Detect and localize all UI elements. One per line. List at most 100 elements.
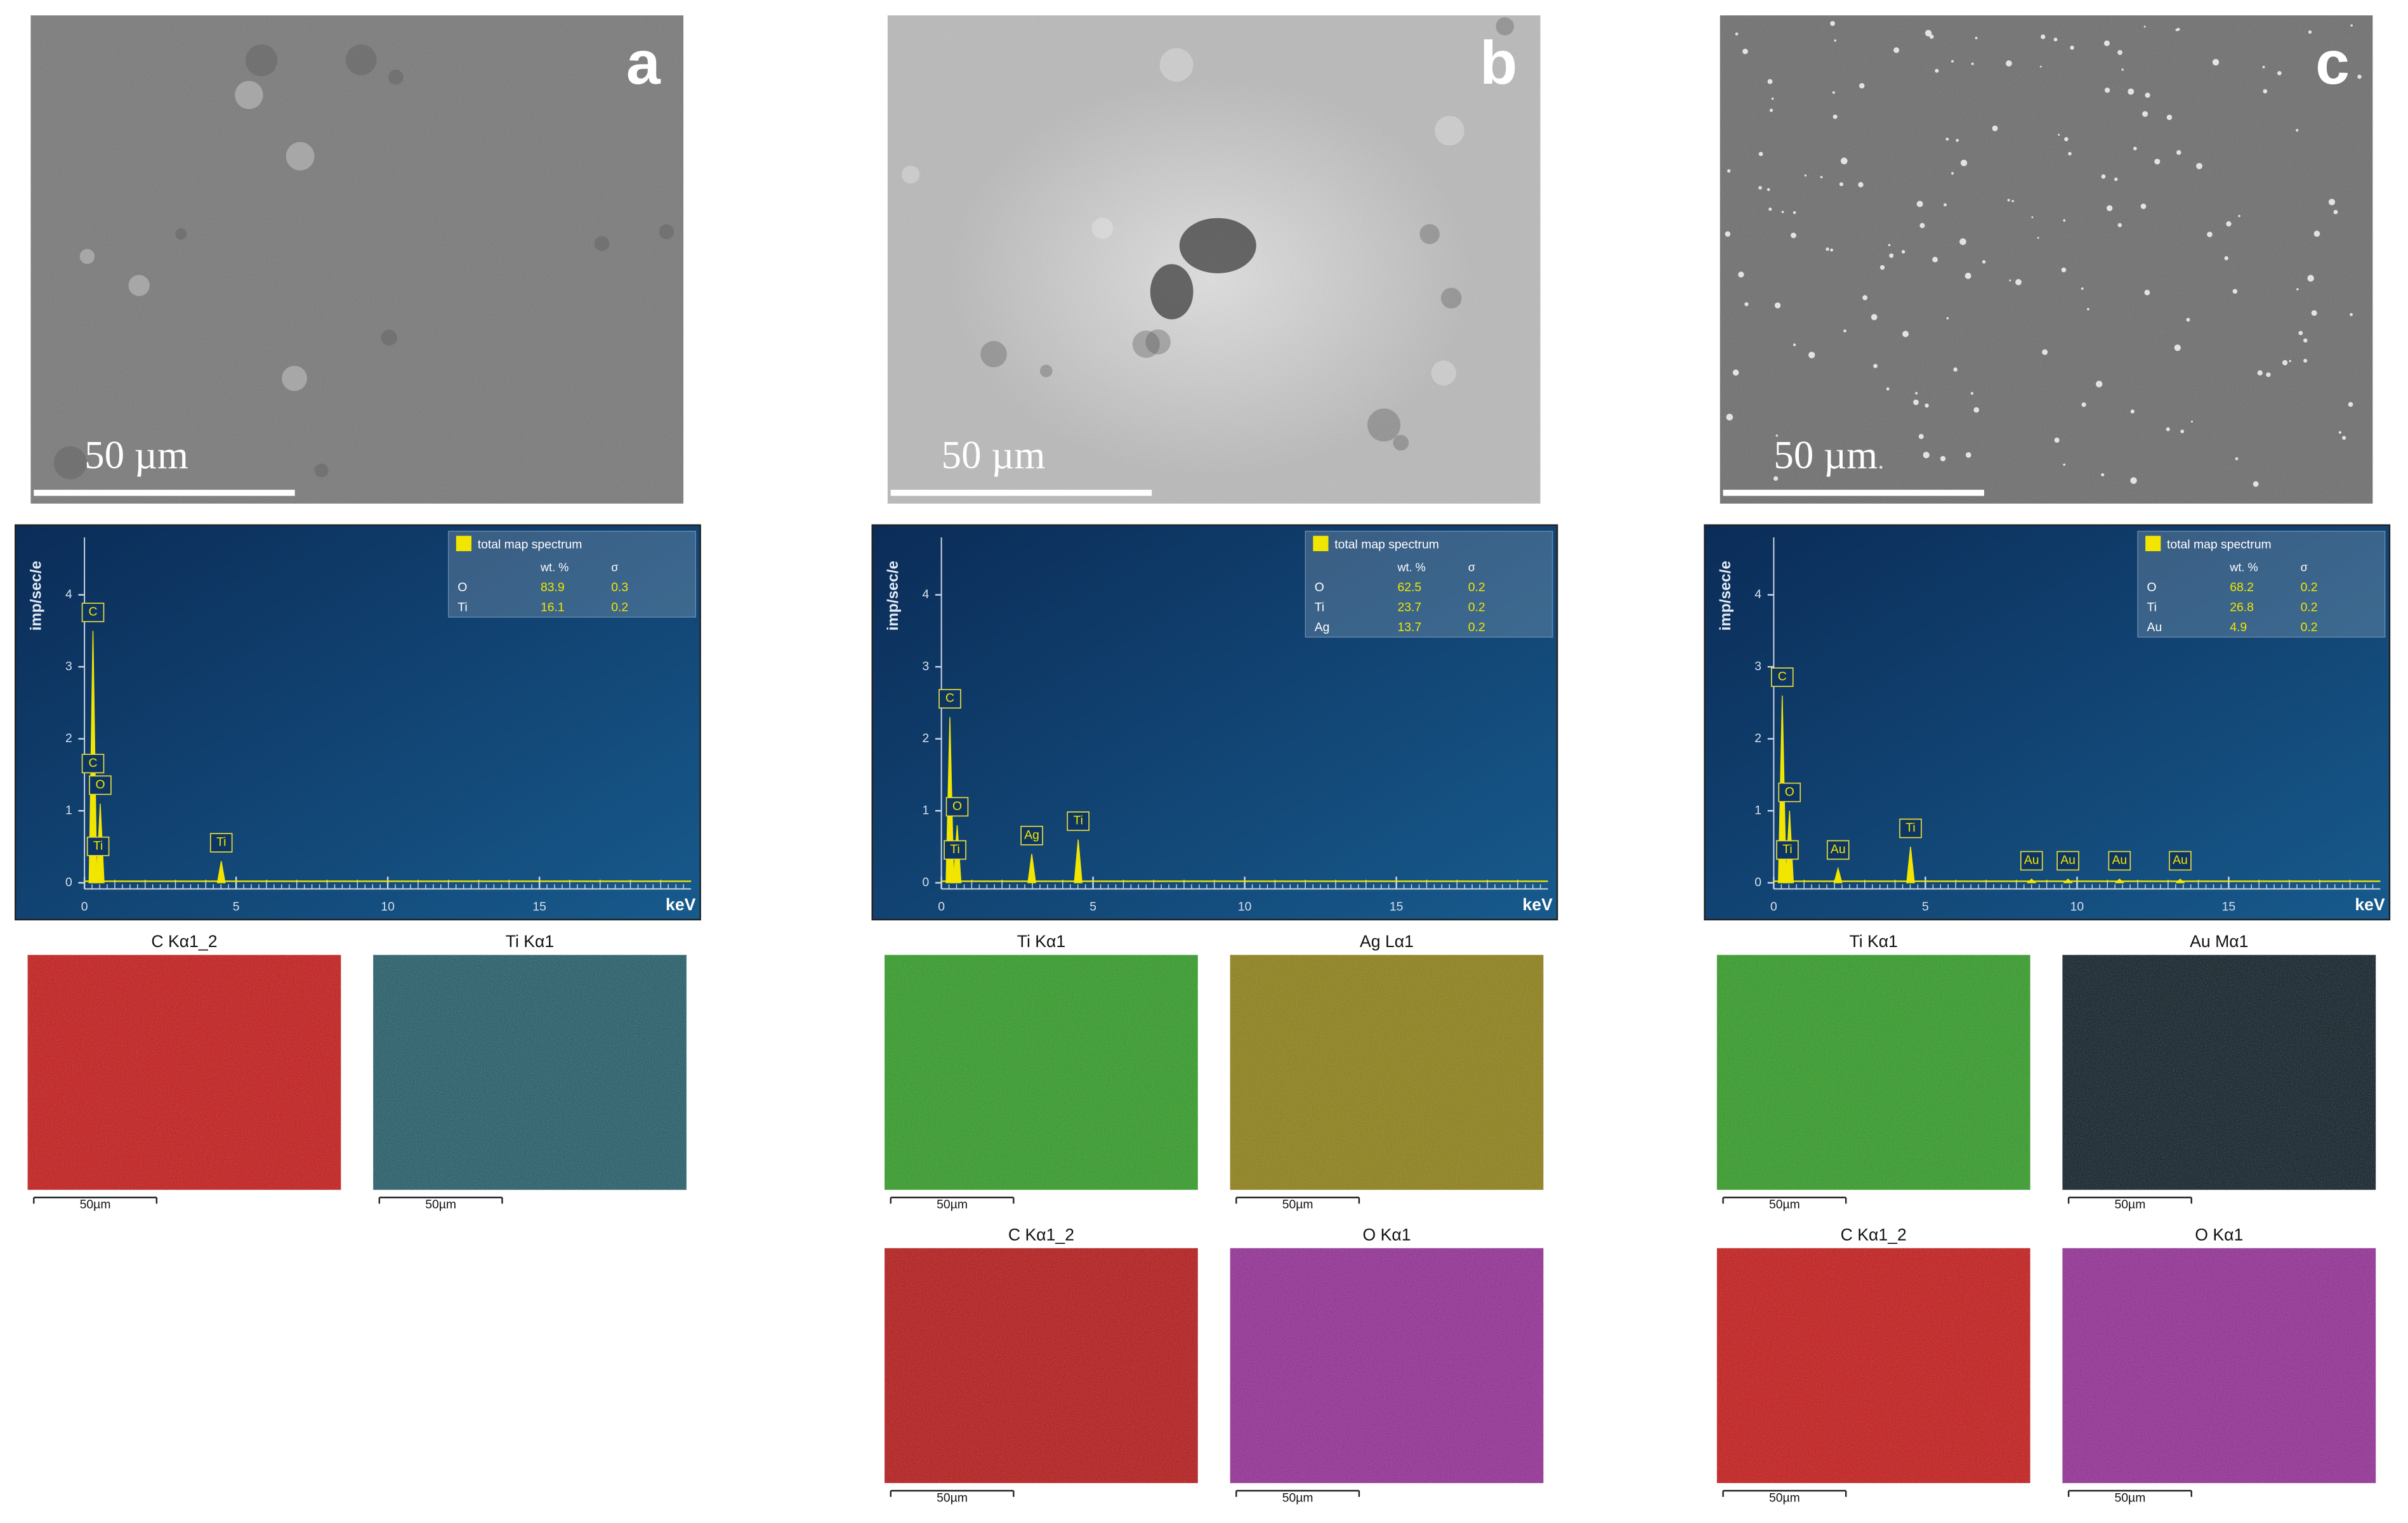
sem-feature: [2101, 473, 2105, 477]
legend-title: total map spectrum: [1334, 537, 1439, 551]
sem-feature: [2042, 349, 2048, 355]
sem-feature: [2039, 65, 2042, 68]
peak-label: Ti: [1782, 842, 1792, 856]
sem-feature: [1725, 231, 1731, 237]
map-scale-label: 50µm: [425, 1198, 456, 1212]
sem-feature: [2101, 174, 2106, 179]
sem-feature: [1902, 330, 1909, 337]
sem-feature: [1901, 250, 1905, 254]
peak-label-box: [2020, 851, 2043, 871]
peak-label: Au: [2060, 853, 2076, 867]
sem-feature: [2142, 111, 2148, 117]
map-scale-label: 50µm: [2115, 1198, 2146, 1212]
x-axis-unit: keV: [2355, 895, 2385, 914]
sem-feature: [2095, 381, 2103, 388]
sem-feature: [1959, 238, 1966, 245]
sem-feature: [1960, 159, 1968, 167]
sem-feature: [1826, 247, 1829, 251]
sem-feature: [1862, 295, 1868, 301]
sem-feature: [235, 81, 263, 109]
spectrum-peak: [2114, 879, 2125, 884]
sem-feature: [1918, 434, 1924, 440]
y-tick-label: 3: [1754, 659, 1761, 673]
sem-feature: [659, 224, 674, 240]
sem-feature: [2068, 152, 2072, 156]
map-title: C Kα1_2: [1008, 1225, 1074, 1244]
sem-feature: [1781, 211, 1784, 213]
peak-label: C: [1778, 670, 1787, 684]
peak-label: O: [952, 799, 962, 813]
sem-feature: [1971, 62, 1974, 65]
legend-title: total map spectrum: [2167, 537, 2272, 551]
sem-feature: [2058, 134, 2060, 136]
sem-feature: [2104, 88, 2110, 93]
legend-cell: 0.2: [611, 601, 628, 615]
map-scale-label: 50µm: [1769, 1491, 1800, 1505]
sem-feature: [980, 341, 1007, 368]
map-title: Au Mα1: [2190, 932, 2248, 951]
peak-label-box: [945, 797, 969, 817]
sem-feature: [1935, 69, 1939, 73]
y-axis-label: imp/sec/e: [885, 561, 902, 631]
sem-feature: [2031, 216, 2034, 218]
sem-feature: [2064, 137, 2069, 141]
y-tick-label: 0: [922, 875, 929, 889]
x-tick-label: 5: [233, 900, 240, 914]
sem-feature: [1145, 329, 1171, 355]
sem-feature: [2253, 481, 2259, 487]
sem-feature: [1956, 138, 1959, 142]
sem-feature: [1992, 125, 1998, 131]
peak-label-box: [2169, 851, 2192, 871]
y-tick-label: 1: [1754, 803, 1761, 817]
panel-label: c: [2315, 28, 2350, 97]
peak-label-box: [89, 775, 112, 795]
sem-feature: [902, 166, 920, 184]
legend-swatch: [2145, 535, 2161, 551]
sem-feature: [1973, 407, 1980, 413]
legend-cell: O: [1315, 580, 1324, 594]
sem-feature: [314, 463, 329, 478]
sem-feature: [1924, 30, 1932, 37]
legend-cell: 62.5: [1397, 580, 1421, 594]
sem-grain: [30, 15, 684, 504]
sem-feature: [1975, 36, 1978, 39]
sem-feature: [2063, 219, 2066, 222]
map-grain: [2062, 1248, 2376, 1484]
sem-feature: [2262, 65, 2265, 69]
sem-feature: [1367, 408, 1401, 441]
spectrum-peak: [1833, 866, 1843, 884]
sem-feature: [2117, 223, 2122, 228]
peak-label-box: [1826, 840, 1850, 860]
spectrum-peak: [2063, 879, 2073, 884]
sem-feature: [1879, 466, 1883, 469]
sem-feature: [1888, 244, 1891, 247]
sem-feature: [2114, 177, 2118, 181]
legend-cell: 4.9: [2230, 620, 2247, 634]
spectrum-peak: [2175, 879, 2185, 884]
sem-feature: [1924, 403, 1929, 408]
sem-feature: [1431, 360, 1456, 386]
sem-feature: [1758, 186, 1762, 190]
sem-feature: [1944, 203, 1947, 207]
x-tick-label: 15: [532, 900, 546, 914]
peak-label: O: [1785, 785, 1794, 799]
sem-feature: [2328, 199, 2336, 206]
sem-feature: [2303, 358, 2308, 363]
map-grain: [1230, 1248, 1544, 1484]
peak-label-box: [1778, 782, 1801, 802]
sem-feature: [175, 228, 187, 240]
sem-feature: [2350, 24, 2353, 27]
sem-feature: [1951, 172, 1954, 175]
y-tick-label: 3: [65, 659, 72, 673]
legend-box: [448, 530, 696, 618]
sem-feature: [2130, 409, 2135, 414]
sem-feature: [1951, 60, 1954, 63]
legend-column: σ: [2301, 561, 2308, 573]
sem-feature: [2342, 436, 2346, 440]
panel: b 50 µm 0 1 2 3 4 0 5 10 15 imp/sec/e keV C O Ti Ag Ti tot…: [871, 15, 1558, 1505]
sem-feature: [1727, 169, 1731, 173]
map-grain: [2062, 955, 2376, 1190]
sem-pit: [1150, 264, 1194, 320]
